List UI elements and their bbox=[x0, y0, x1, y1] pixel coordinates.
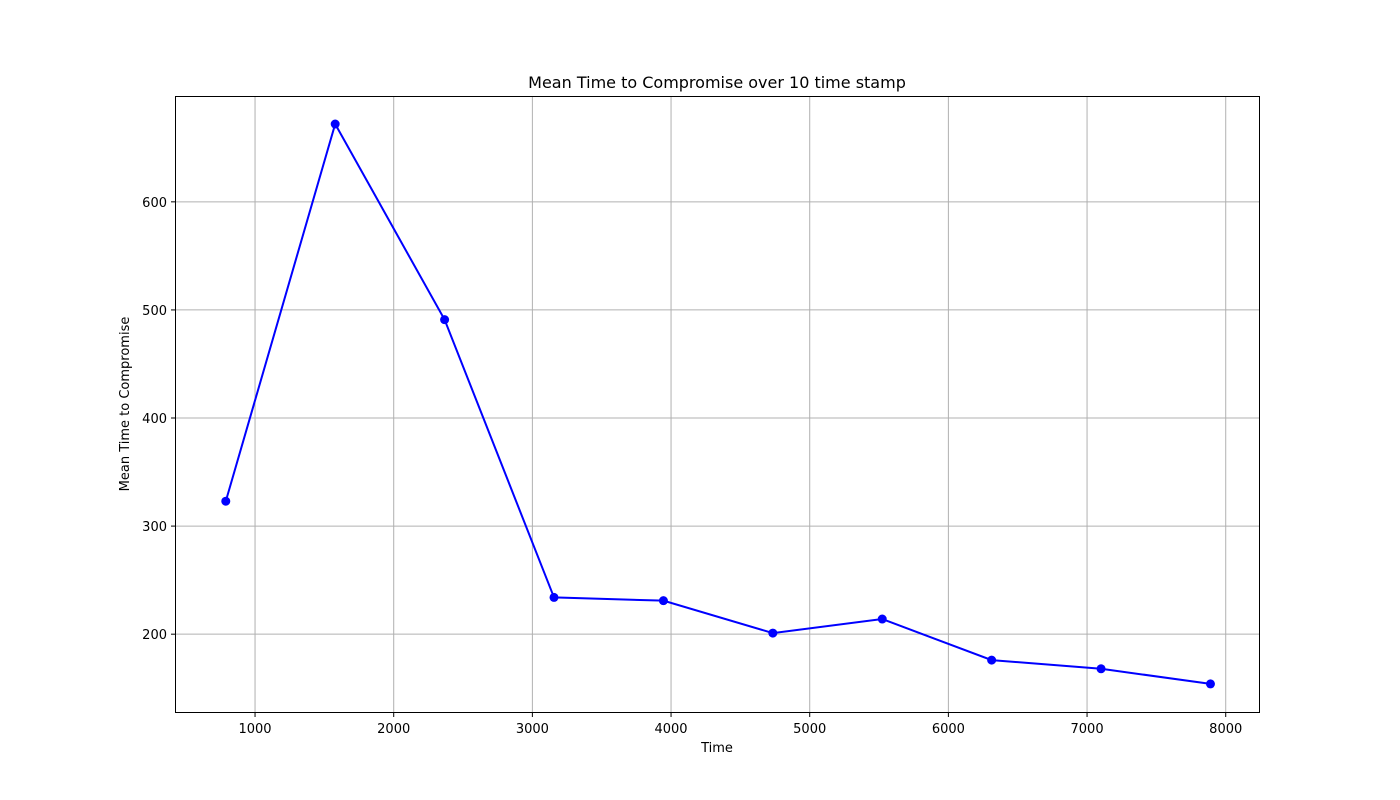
y-tick-label: 400 bbox=[142, 412, 167, 427]
x-tick-label: 2000 bbox=[377, 722, 410, 737]
series-layer bbox=[221, 119, 1215, 689]
chart-title: Mean Time to Compromise over 10 time sta… bbox=[528, 73, 906, 92]
x-tick-label: 7000 bbox=[1071, 722, 1104, 737]
grid bbox=[176, 97, 1259, 712]
data-point bbox=[440, 315, 450, 325]
data-point bbox=[1205, 679, 1215, 689]
x-axis-label: Time bbox=[700, 741, 733, 756]
y-tick-label: 600 bbox=[142, 196, 167, 211]
data-point bbox=[221, 496, 231, 506]
data-point bbox=[987, 655, 997, 665]
x-tick-label: 1000 bbox=[238, 722, 271, 737]
x-tick-label: 6000 bbox=[932, 722, 965, 737]
y-axis-ticks: 200 300 400 500 600 bbox=[142, 196, 176, 643]
y-tick-label: 200 bbox=[142, 628, 167, 643]
x-tick-label: 4000 bbox=[654, 722, 687, 737]
data-point bbox=[1096, 664, 1106, 674]
y-tick-label: 300 bbox=[142, 520, 167, 535]
series-line bbox=[224, 121, 1211, 685]
y-tick-label: 500 bbox=[142, 304, 167, 319]
x-tick-label: 3000 bbox=[516, 722, 549, 737]
x-tick-label: 5000 bbox=[793, 722, 826, 737]
x-tick-label: 8000 bbox=[1209, 722, 1242, 737]
data-point bbox=[768, 628, 778, 638]
x-axis-ticks: 1000 2000 3000 4000 5000 6000 7000 8000 bbox=[238, 712, 1242, 737]
data-point bbox=[877, 614, 887, 624]
data-point bbox=[658, 596, 668, 606]
y-axis-label: Mean Time to Compromise bbox=[118, 317, 133, 492]
data-point bbox=[330, 119, 340, 129]
plot-frame bbox=[175, 96, 1260, 713]
data-point bbox=[549, 592, 559, 602]
